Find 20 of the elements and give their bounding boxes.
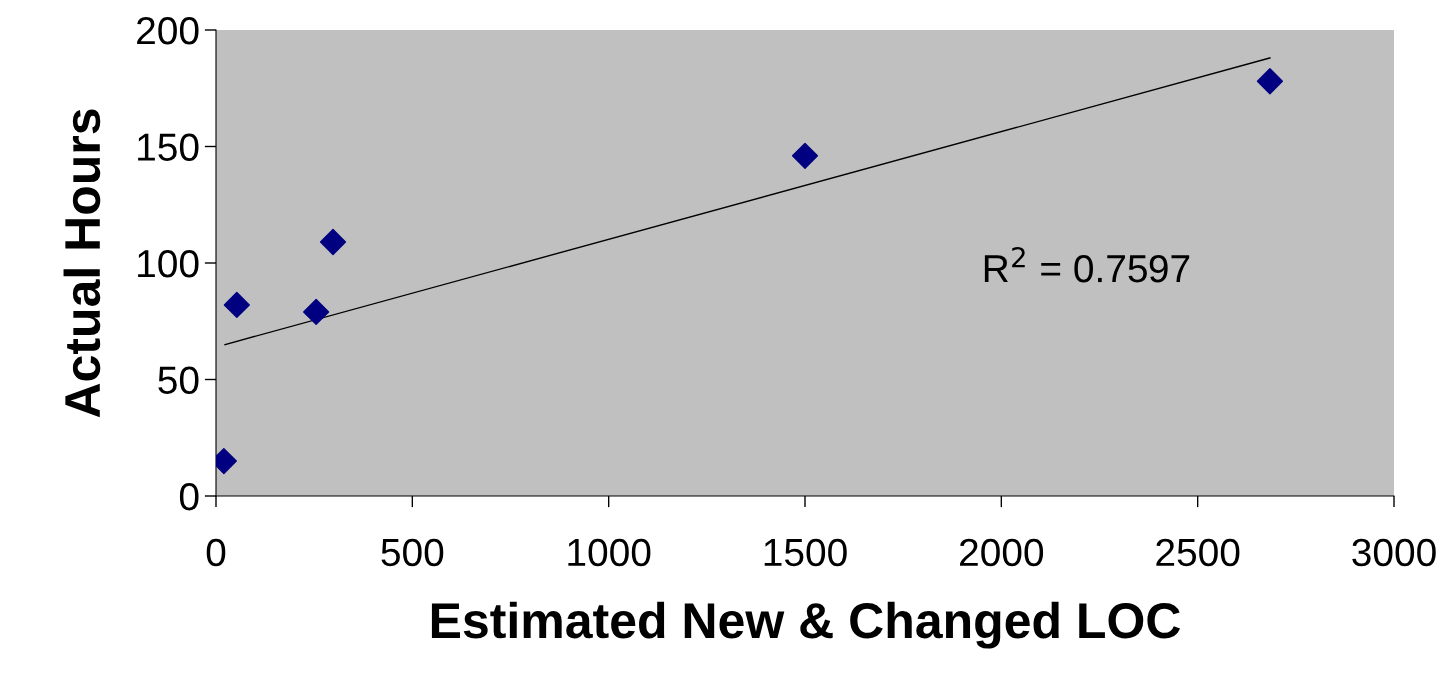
x-tick-label: 2500	[1156, 538, 1240, 567]
y-tick-label: 200	[137, 16, 199, 45]
x-tick-label: 0	[206, 538, 226, 567]
point	[319, 228, 347, 256]
y-tick-label: 100	[138, 249, 199, 278]
y-axis-title: Actual Hours	[63, 109, 101, 418]
x-tick-label: 1000	[568, 538, 651, 567]
x-tick-label: 500	[381, 538, 444, 567]
annotation: R$^{2}$ = 0.7597	[984, 246, 1190, 283]
y-tick-label: 150	[138, 133, 199, 161]
point	[303, 298, 330, 326]
y-tick-label: 0	[179, 482, 199, 511]
x-tick-label: 1500	[764, 538, 847, 567]
y-tick-label: 50	[158, 366, 199, 394]
x-tick-label: 3000	[1352, 538, 1436, 567]
point	[791, 142, 819, 169]
x-axis-title: Estimated New & Changed LOC	[431, 601, 1181, 649]
point	[223, 291, 250, 319]
point	[1256, 68, 1284, 95]
x-tick-label: 2000	[960, 538, 1044, 567]
